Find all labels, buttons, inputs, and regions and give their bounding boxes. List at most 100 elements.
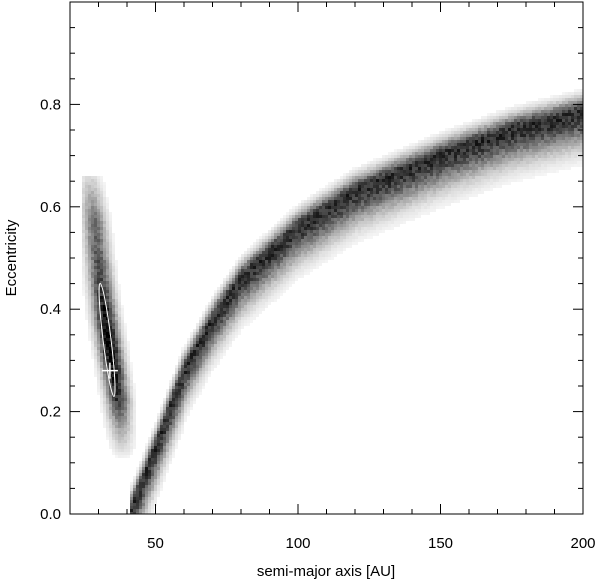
density-cell (121, 401, 124, 404)
density-cell (115, 323, 118, 326)
density-cell (454, 128, 457, 131)
density-cell (211, 299, 214, 302)
density-cell (484, 119, 487, 122)
density-cell (568, 104, 571, 107)
density-cell (457, 140, 460, 143)
density-cell (112, 437, 115, 440)
density-cell (295, 242, 298, 245)
density-cell (196, 386, 199, 389)
density-cell (400, 155, 403, 158)
density-cell (538, 143, 541, 146)
density-cell (337, 215, 340, 218)
density-cell (460, 188, 463, 191)
density-cell (148, 506, 151, 509)
density-cell (82, 281, 85, 284)
density-cell (253, 284, 256, 287)
density-cell (328, 209, 331, 212)
density-cell (274, 254, 277, 257)
density-cell (412, 206, 415, 209)
density-cell (97, 236, 100, 239)
density-cell (556, 116, 559, 119)
density-cell (103, 224, 106, 227)
density-cell (244, 278, 247, 281)
density-cell (409, 212, 412, 215)
density-cell (115, 275, 118, 278)
density-cell (286, 257, 289, 260)
density-cell (175, 419, 178, 422)
density-cell (106, 281, 109, 284)
density-cell (205, 359, 208, 362)
density-cell (196, 365, 199, 368)
density-cell (133, 476, 136, 479)
density-cell (289, 233, 292, 236)
density-cell (109, 245, 112, 248)
density-cell (127, 434, 130, 437)
density-cell (304, 269, 307, 272)
density-cell (517, 167, 520, 170)
density-cell (217, 335, 220, 338)
density-cell (487, 119, 490, 122)
density-cell (499, 110, 502, 113)
density-cell (394, 164, 397, 167)
density-cell (448, 143, 451, 146)
density-cell (229, 329, 232, 332)
density-cell (214, 329, 217, 332)
density-cell (283, 260, 286, 263)
density-cell (421, 140, 424, 143)
density-cell (94, 230, 97, 233)
density-cell (139, 479, 142, 482)
density-cell (268, 260, 271, 263)
density-cell (391, 167, 394, 170)
density-cell (316, 218, 319, 221)
density-cell (355, 203, 358, 206)
density-cell (526, 158, 529, 161)
density-cell (100, 389, 103, 392)
density-cell (325, 197, 328, 200)
density-cell (319, 212, 322, 215)
density-cell (352, 170, 355, 173)
density-cell (511, 167, 514, 170)
density-cell (388, 173, 391, 176)
density-cell (262, 302, 265, 305)
density-cell (280, 233, 283, 236)
density-cell (151, 452, 154, 455)
density-cell (355, 173, 358, 176)
density-cell (226, 305, 229, 308)
density-cell (496, 140, 499, 143)
density-cell (100, 362, 103, 365)
density-cell (232, 311, 235, 314)
density-cell (304, 242, 307, 245)
density-cell (256, 308, 259, 311)
density-cell (424, 170, 427, 173)
density-cell (439, 206, 442, 209)
density-cell (550, 161, 553, 164)
density-cell (520, 122, 523, 125)
density-cell (103, 326, 106, 329)
density-cell (169, 383, 172, 386)
density-cell (127, 347, 130, 350)
density-cell (454, 200, 457, 203)
density-cell (199, 323, 202, 326)
density-cell (508, 167, 511, 170)
density-cell (559, 137, 562, 140)
density-cell (214, 305, 217, 308)
density-cell (469, 134, 472, 137)
density-cell (214, 326, 217, 329)
density-cell (91, 236, 94, 239)
density-cell (316, 260, 319, 263)
density-cell (115, 431, 118, 434)
density-cell (475, 179, 478, 182)
density-cell (406, 182, 409, 185)
density-cell (421, 143, 424, 146)
density-cell (430, 185, 433, 188)
density-cell (121, 425, 124, 428)
density-cell (121, 377, 124, 380)
density-cell (166, 458, 169, 461)
density-cell (496, 185, 499, 188)
density-cell (157, 488, 160, 491)
density-cell (457, 182, 460, 185)
density-cell (517, 176, 520, 179)
density-cell (328, 203, 331, 206)
density-cell (457, 176, 460, 179)
density-cell (463, 170, 466, 173)
